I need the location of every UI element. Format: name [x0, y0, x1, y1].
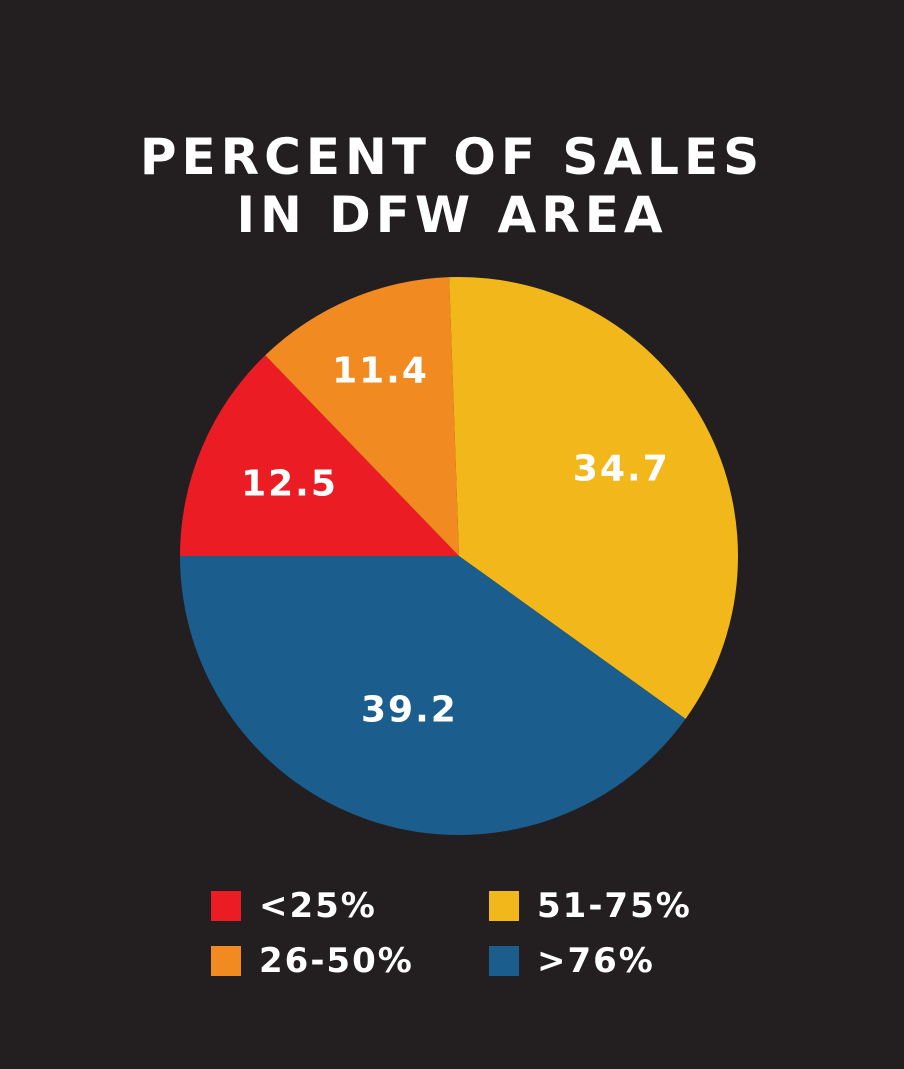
- chart-legend: <25% 26-50% 51-75% >76%: [211, 878, 771, 988]
- legend-label-51-75: 51-75%: [537, 886, 692, 926]
- pie-slice-lt25: [179, 355, 459, 556]
- legend-item-lt25: <25%: [211, 886, 377, 926]
- pie-slice-gt76: [180, 556, 686, 835]
- chart-title-line-2: IN DFW AREA: [236, 186, 668, 244]
- data-label-gt76: 39.2: [361, 690, 458, 731]
- legend-swatch-lt25: [211, 891, 241, 921]
- pie-slice-26-50: [265, 277, 459, 556]
- data-label-lt25: 12.5: [241, 464, 338, 505]
- data-label-26-50: 11.4: [332, 351, 429, 392]
- legend-swatch-26-50: [211, 946, 241, 976]
- legend-label-26-50: 26-50%: [259, 941, 414, 981]
- pie-slice-51-75: [449, 277, 739, 719]
- data-label-51-75: 34.7: [573, 449, 670, 490]
- legend-swatch-51-75: [489, 891, 519, 921]
- legend-item-51-75: 51-75%: [489, 886, 692, 926]
- chart-title-line-1: PERCENT OF SALES: [139, 128, 765, 186]
- legend-swatch-gt76: [489, 946, 519, 976]
- legend-label-gt76: >76%: [537, 941, 655, 981]
- legend-item-26-50: 26-50%: [211, 941, 414, 981]
- chart-title: PERCENT OF SALES IN DFW AREA: [0, 128, 904, 244]
- legend-item-gt76: >76%: [489, 941, 655, 981]
- legend-label-lt25: <25%: [259, 886, 377, 926]
